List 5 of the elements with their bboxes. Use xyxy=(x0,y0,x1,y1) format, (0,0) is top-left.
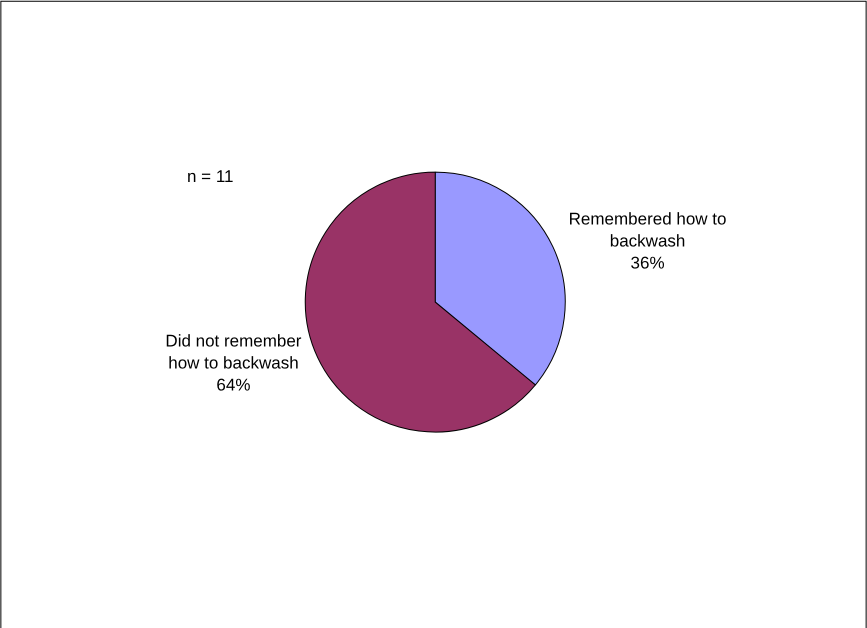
data-label: 64% xyxy=(216,376,250,395)
data-label: 36% xyxy=(630,254,665,273)
text: n = 11 xyxy=(187,167,234,186)
slice-label: Remembered how to backwash xyxy=(568,209,726,250)
slice-label: Did not remember how to backwash xyxy=(165,332,302,373)
